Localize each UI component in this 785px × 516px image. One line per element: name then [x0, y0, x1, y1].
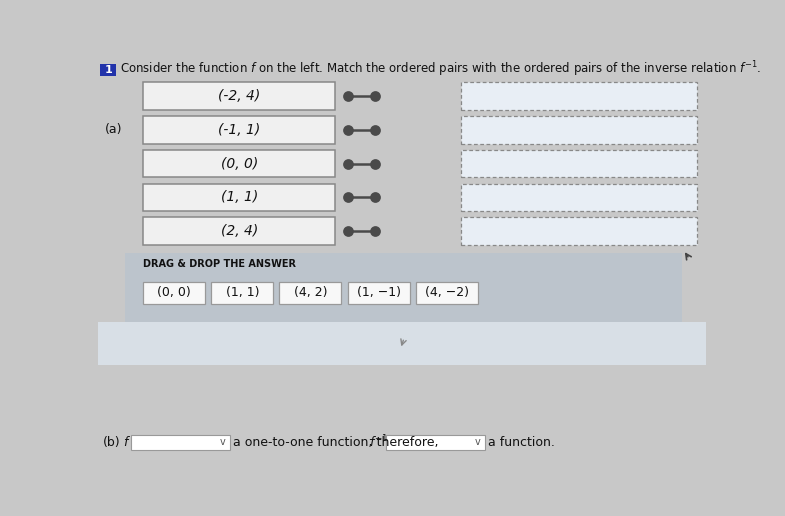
- Text: (1, 1): (1, 1): [225, 286, 259, 299]
- Text: (0, 0): (0, 0): [157, 286, 191, 299]
- Bar: [279, 282, 341, 304]
- Point: [368, 194, 381, 202]
- Text: v: v: [474, 437, 480, 447]
- Point: [368, 92, 381, 100]
- Bar: [461, 150, 697, 178]
- Bar: [130, 435, 230, 449]
- Text: v: v: [219, 437, 225, 447]
- Bar: [461, 184, 697, 211]
- Bar: [385, 435, 485, 449]
- Text: (b): (b): [104, 436, 121, 449]
- Bar: [143, 217, 335, 245]
- Text: (0, 0): (0, 0): [221, 156, 257, 171]
- Bar: [461, 82, 697, 110]
- Text: (a): (a): [105, 123, 122, 136]
- Text: (1, −1): (1, −1): [356, 286, 400, 299]
- Text: $f^{-1}$: $f^{-1}$: [369, 434, 388, 450]
- Text: Consider the function $f$ on the left. Match the ordered pairs with the ordered : Consider the function $f$ on the left. M…: [120, 60, 761, 79]
- Text: a function.: a function.: [488, 436, 555, 449]
- Text: (4, 2): (4, 2): [294, 286, 327, 299]
- Point: [341, 227, 354, 235]
- Bar: [143, 184, 335, 211]
- Text: 1: 1: [104, 65, 112, 75]
- Point: [368, 125, 381, 134]
- Point: [368, 227, 381, 235]
- Bar: [416, 282, 478, 304]
- Text: $f$: $f$: [123, 436, 131, 449]
- Point: [341, 194, 354, 202]
- Bar: [100, 64, 116, 76]
- Bar: [98, 322, 706, 364]
- Bar: [143, 150, 335, 178]
- Bar: [461, 116, 697, 143]
- Bar: [143, 116, 335, 143]
- Bar: [461, 217, 697, 245]
- Bar: [143, 82, 335, 110]
- Text: DRAG & DROP THE ANSWER: DRAG & DROP THE ANSWER: [143, 259, 296, 269]
- Text: (1, 1): (1, 1): [221, 190, 257, 204]
- Bar: [143, 282, 205, 304]
- Point: [368, 159, 381, 168]
- Point: [341, 159, 354, 168]
- Text: (4, −2): (4, −2): [425, 286, 469, 299]
- Text: (2, 4): (2, 4): [221, 224, 257, 238]
- Text: (-1, 1): (-1, 1): [218, 123, 261, 137]
- Text: (-2, 4): (-2, 4): [218, 89, 261, 103]
- Bar: [211, 282, 273, 304]
- Point: [341, 125, 354, 134]
- Text: a one-to-one function; therefore,: a one-to-one function; therefore,: [233, 436, 443, 449]
- Point: [341, 92, 354, 100]
- Bar: [126, 253, 681, 322]
- Bar: [348, 282, 410, 304]
